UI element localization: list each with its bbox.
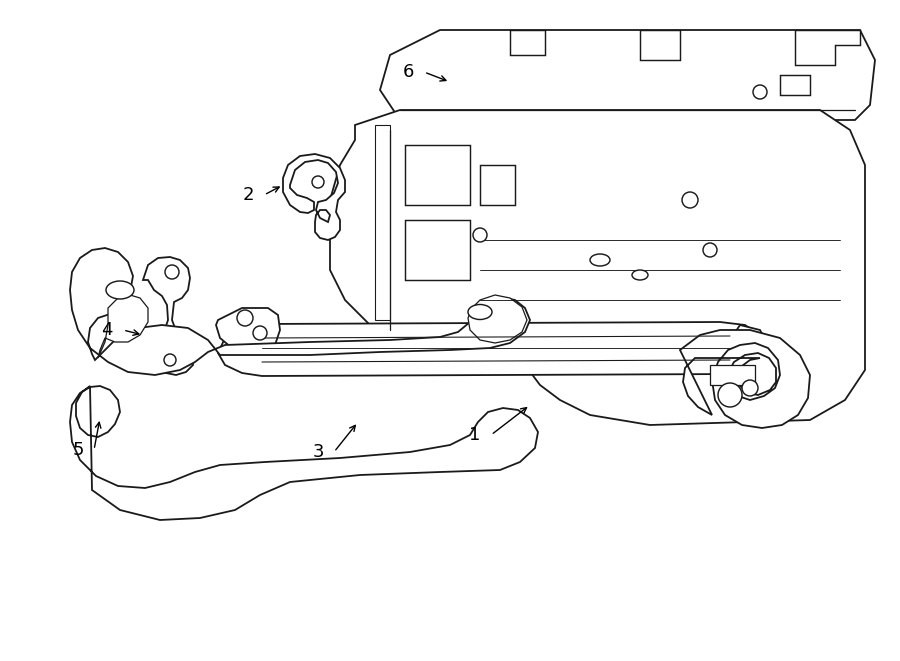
Polygon shape [640, 30, 680, 60]
Circle shape [164, 354, 176, 366]
Polygon shape [405, 145, 470, 205]
Circle shape [165, 265, 179, 279]
Text: 6: 6 [402, 63, 414, 81]
Polygon shape [710, 365, 755, 385]
Polygon shape [380, 30, 875, 120]
Polygon shape [218, 322, 765, 376]
Circle shape [312, 176, 324, 188]
Polygon shape [98, 295, 148, 358]
Polygon shape [510, 30, 545, 55]
Polygon shape [480, 165, 515, 205]
Circle shape [718, 383, 742, 407]
Ellipse shape [468, 305, 492, 319]
Text: 3: 3 [312, 443, 324, 461]
Polygon shape [70, 248, 530, 375]
Polygon shape [468, 295, 527, 343]
Polygon shape [216, 308, 280, 352]
Polygon shape [375, 125, 390, 320]
Polygon shape [780, 75, 810, 95]
Ellipse shape [106, 281, 134, 299]
Text: 4: 4 [101, 321, 112, 339]
Ellipse shape [590, 254, 610, 266]
Circle shape [473, 228, 487, 242]
Circle shape [253, 326, 267, 340]
Polygon shape [680, 330, 810, 428]
Polygon shape [143, 257, 193, 375]
Text: 1: 1 [469, 426, 481, 444]
Polygon shape [330, 110, 865, 425]
Circle shape [703, 243, 717, 257]
Polygon shape [795, 30, 860, 65]
Ellipse shape [632, 270, 648, 280]
Text: 2: 2 [242, 186, 254, 204]
Circle shape [682, 192, 698, 208]
Polygon shape [718, 325, 768, 400]
Polygon shape [283, 154, 345, 240]
Text: 5: 5 [72, 441, 84, 459]
Polygon shape [70, 386, 538, 520]
Polygon shape [405, 220, 470, 280]
Circle shape [237, 310, 253, 326]
Circle shape [742, 380, 758, 396]
Circle shape [753, 85, 767, 99]
